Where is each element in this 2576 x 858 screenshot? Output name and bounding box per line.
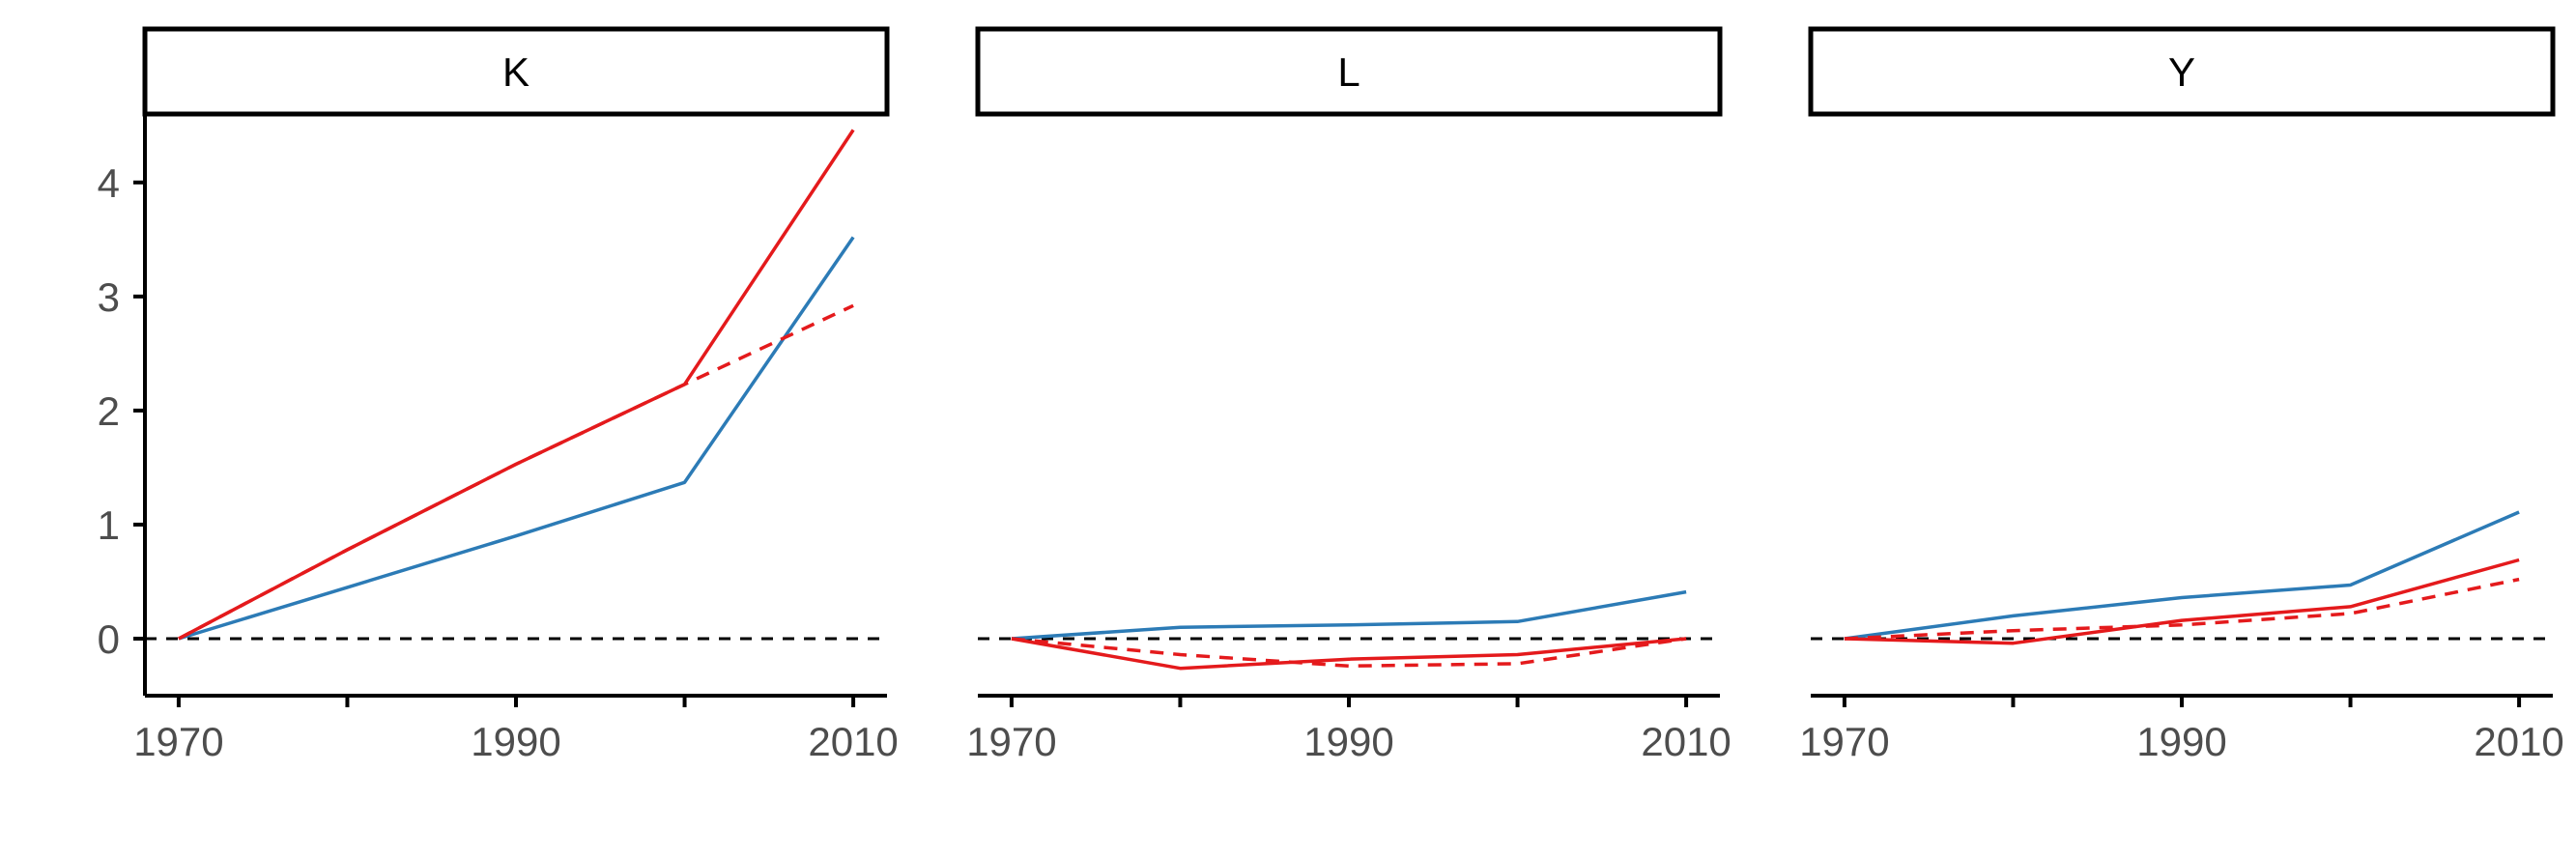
facet-strip-label: K: [502, 49, 530, 95]
x-tick-label: 1970: [1799, 719, 1889, 764]
series-line: [1844, 577, 2520, 641]
facet-strip-label: Y: [2168, 49, 2195, 95]
y-tick-label: 0: [98, 616, 120, 662]
y-tick-label: 4: [98, 160, 120, 206]
x-tick-label: 2010: [2474, 719, 2563, 764]
y-tick-label: 3: [98, 274, 120, 320]
x-tick-label: 2010: [1641, 719, 1731, 764]
series-line: [1011, 637, 1687, 669]
x-tick-label: 1990: [2136, 719, 2226, 764]
x-tick-label: 1990: [1303, 719, 1393, 764]
series-line: [178, 303, 854, 641]
series-line: [1844, 558, 2520, 645]
y-tick-label: 2: [98, 388, 120, 434]
series-line: [178, 236, 855, 641]
series-line: [1844, 510, 2520, 641]
facet-strip-label: L: [1337, 49, 1360, 95]
y-tick-label: 1: [98, 502, 120, 548]
x-tick-label: 2010: [808, 719, 898, 764]
facet-strip: [142, 26, 890, 117]
x-tick-label: 1970: [966, 719, 1056, 764]
facet-strip: [1808, 26, 2556, 117]
series-line: [1011, 637, 1687, 671]
x-tick-label: 1970: [133, 719, 223, 764]
x-tick-label: 1990: [471, 719, 560, 764]
series-line: [1011, 589, 1687, 641]
facet-strip: [975, 26, 1723, 117]
